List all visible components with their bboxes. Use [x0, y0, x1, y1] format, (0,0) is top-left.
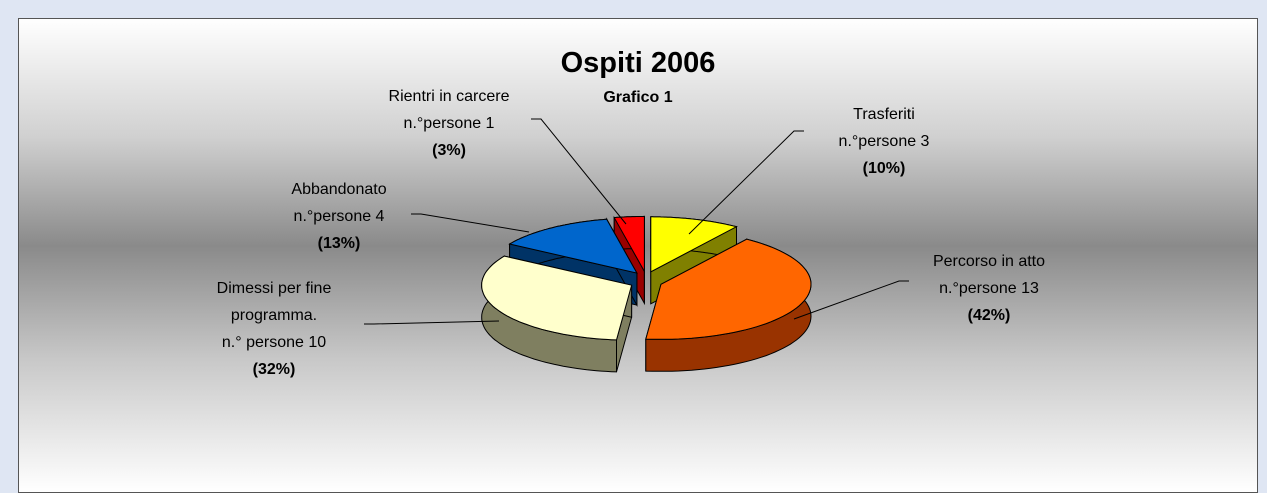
slice [645, 238, 812, 340]
value-label: n.°persone 3 [838, 133, 930, 150]
leader-line [531, 118, 627, 225]
pie-area [364, 118, 909, 373]
percent-label: (3%) [432, 142, 466, 159]
slice [481, 255, 633, 341]
leader-line [793, 280, 909, 320]
percent-label: (13%) [317, 235, 361, 252]
value-label: n.° persone 10 [221, 334, 327, 351]
leader-line [688, 130, 804, 235]
slice [508, 218, 638, 274]
percent-label: (32%) [252, 361, 296, 378]
category-label: Abbandonato [291, 181, 387, 198]
data-label: Trasferiti n.°persone 3 (10%) [799, 101, 969, 182]
category-label: Dimessi per fine programma. [216, 280, 332, 324]
category-label: Rientri in carcere [388, 88, 510, 105]
slice [650, 216, 738, 273]
percent-label: (10%) [862, 160, 906, 177]
value-label: n.°persone 1 [403, 115, 495, 132]
percent-label: (42%) [967, 307, 1011, 324]
category-label: Trasferiti [853, 106, 915, 123]
data-label: Abbandonato n.°persone 4 (13%) [254, 176, 424, 257]
chart-title: Ospiti 2006 [560, 47, 716, 79]
category-label: Percorso in atto [932, 253, 1046, 270]
chart-subtitle: Grafico 1 [603, 89, 673, 106]
chart: Ospiti 2006 Grafico 1 Trasferiti n.°perso… [18, 18, 1258, 493]
leader-line [364, 320, 500, 325]
value-label: n.°persone 13 [939, 280, 1039, 297]
value-label: n.°persone 4 [293, 208, 385, 225]
leader-line [411, 213, 530, 233]
data-label: Percorso in atto n.°persone 13 (42%) [889, 248, 1089, 329]
data-label: Rientri in carcere n.°persone 1 (3%) [354, 83, 544, 164]
slice [613, 215, 645, 274]
data-label: Dimessi per fine programma. n.° persone 1… [184, 275, 364, 383]
